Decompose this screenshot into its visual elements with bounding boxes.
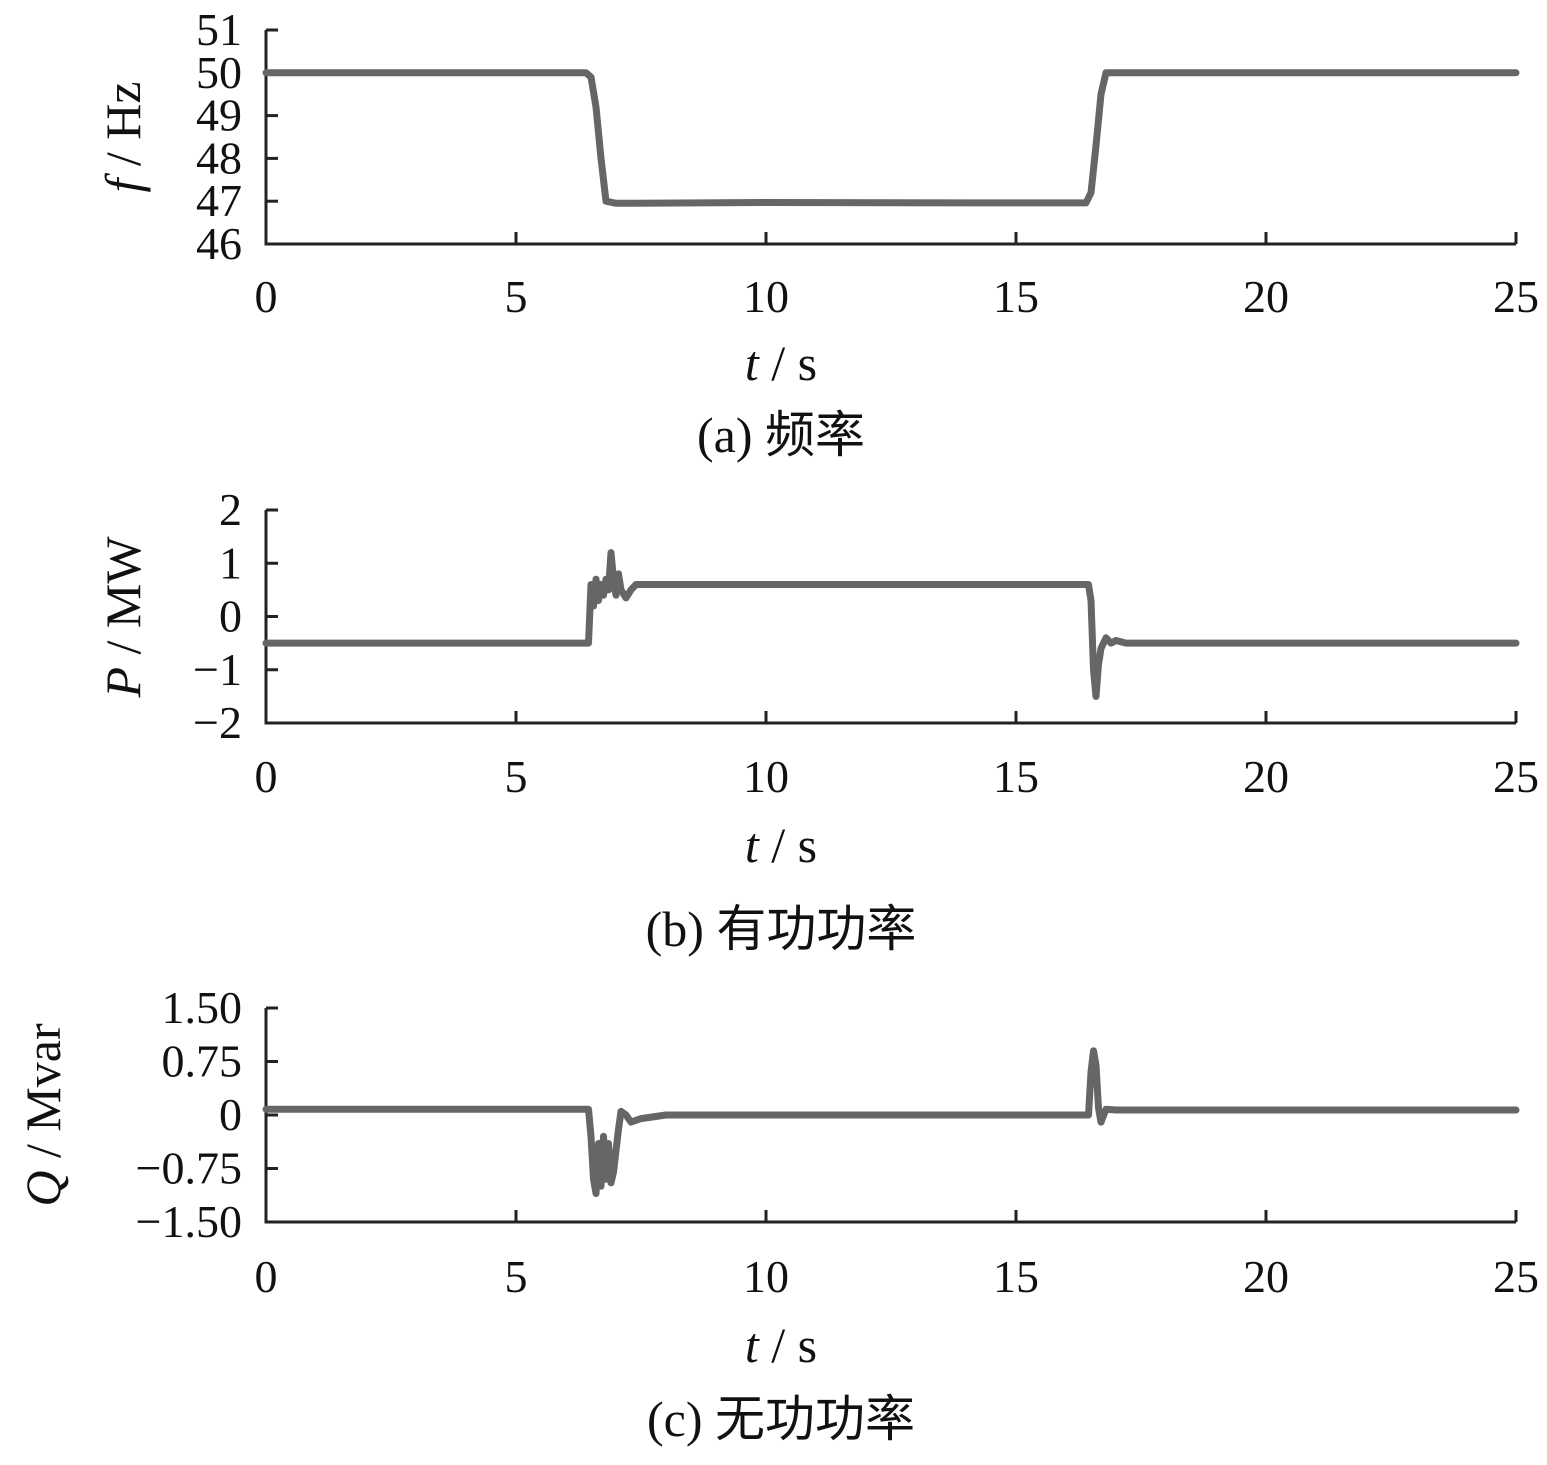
y-tick-label: −1.50 [136, 1196, 242, 1247]
y-tick-label: 50 [196, 47, 242, 98]
x-tick-label: 5 [505, 271, 528, 322]
x-tick-label: 5 [505, 1251, 528, 1302]
y-axis-label: Q / Mvar [15, 1023, 71, 1207]
y-tick-label: 48 [196, 132, 242, 183]
x-tick-label: 0 [255, 1251, 278, 1302]
x-axis-unit: / s [759, 335, 817, 391]
x-axis-unit: / s [759, 1317, 817, 1373]
x-tick-label: 10 [743, 751, 789, 802]
x-axis-unit: / s [759, 817, 817, 873]
x-tick-label: 15 [993, 751, 1039, 802]
x-tick-label: 15 [993, 1251, 1039, 1302]
panel-caption: (c) 无功功率 [647, 1391, 915, 1447]
x-axis-label: t / s [745, 817, 817, 873]
y-tick-label: 49 [196, 90, 242, 141]
series-line [262, 1047, 1520, 1197]
x-tick-label: 25 [1493, 271, 1539, 322]
x-axis-label: t / s [745, 335, 817, 391]
y-tick-label: 51 [196, 4, 242, 55]
x-tick-label: 25 [1493, 1251, 1539, 1302]
y-tick-label: 1.50 [162, 982, 243, 1033]
axes [264, 30, 1516, 246]
y-tick-label: 0.75 [162, 1036, 243, 1087]
axes [264, 510, 1516, 725]
y-tick-label: −2 [193, 697, 242, 748]
x-tick-label: 20 [1243, 271, 1289, 322]
x-tick-label: 0 [255, 751, 278, 802]
y-axis-variable: P [95, 667, 151, 699]
x-tick-label: 5 [505, 751, 528, 802]
x-axis-label: t / s [745, 1317, 817, 1373]
y-tick-label: 1 [219, 537, 242, 588]
x-axis-variable: t [745, 817, 760, 873]
y-tick-label: −0.75 [136, 1143, 242, 1194]
y-tick-label: 46 [196, 218, 242, 269]
y-tick-label: 0 [219, 591, 242, 642]
x-tick-label: 20 [1243, 751, 1289, 802]
y-axis-unit: / Hz [95, 81, 151, 178]
x-tick-label: 10 [743, 1251, 789, 1302]
x-axis-variable: t [745, 335, 760, 391]
y-axis-unit: / Mvar [15, 1023, 71, 1171]
panel-caption: (b) 有功功率 [646, 901, 917, 957]
panel-caption: (a) 频率 [697, 407, 865, 463]
y-axis-unit: / MW [95, 536, 151, 667]
y-tick-label: −1 [193, 644, 242, 695]
series-line [262, 549, 1520, 700]
y-tick-label: 0 [219, 1089, 242, 1140]
x-tick-label: 25 [1493, 751, 1539, 802]
x-tick-label: 20 [1243, 1251, 1289, 1302]
y-axis-label: f / Hz [95, 81, 151, 192]
series-line [262, 69, 1520, 207]
x-tick-label: 0 [255, 271, 278, 322]
x-axis-variable: t [745, 1317, 760, 1373]
x-tick-label: 15 [993, 271, 1039, 322]
y-axis-variable: Q [15, 1171, 71, 1207]
y-axis-label: P / MW [95, 536, 151, 699]
y-tick-label: 2 [219, 484, 242, 535]
y-tick-label: 47 [196, 175, 242, 226]
x-tick-label: 10 [743, 271, 789, 322]
